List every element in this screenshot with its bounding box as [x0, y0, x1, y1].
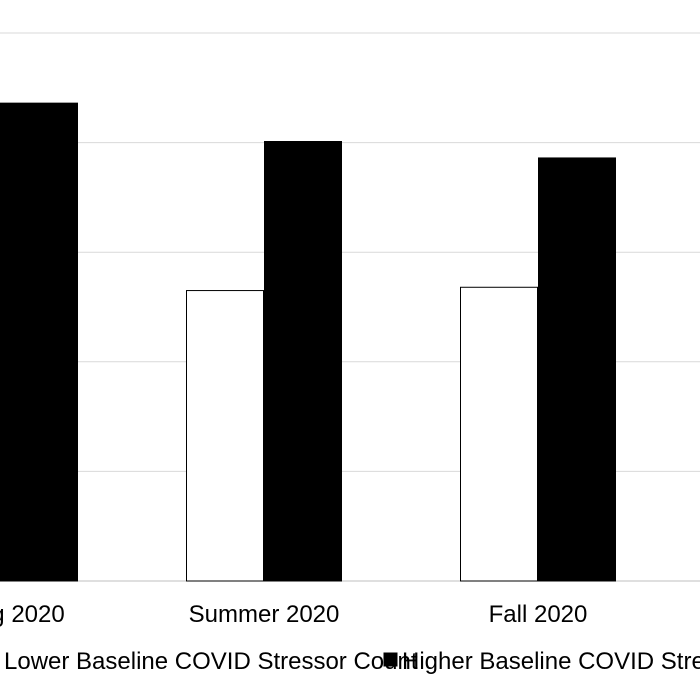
legend-swatch	[383, 652, 398, 667]
x-tick-label: Summer 2020	[189, 601, 340, 628]
bar-lower-1	[186, 290, 264, 582]
x-tick-label: Spring 2020	[0, 601, 65, 628]
legend: Lower Baseline COVID Stressor CountHighe…	[4, 648, 700, 675]
x-tick-label: Fall 2020	[489, 601, 588, 628]
bar-lower-2	[460, 286, 538, 582]
legend-label: Higher Baseline COVID Stressor Count	[402, 648, 700, 675]
x-tick-labels: Spring 2020 Summer 2020 Fall 2020	[0, 601, 587, 628]
bar-higher-2	[538, 157, 616, 582]
bars	[0, 102, 616, 582]
bar-higher-0	[0, 102, 78, 582]
bar-higher-1	[264, 141, 342, 582]
legend-label: Lower Baseline COVID Stressor Count	[4, 648, 418, 675]
